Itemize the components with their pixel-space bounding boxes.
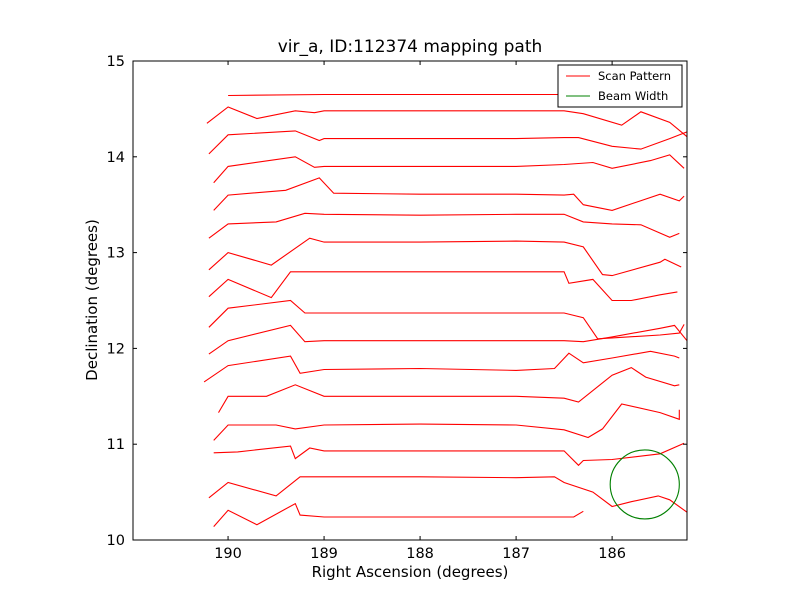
y-tick-label: 14 — [107, 150, 125, 166]
scan-path-segment — [213, 403, 680, 441]
legend-scan-pattern-label: Scan Pattern — [598, 69, 671, 83]
scan-path-segment — [218, 366, 680, 413]
scan-path-segment — [208, 324, 688, 355]
chart-title: vir_a, ID:112374 mapping path — [278, 37, 543, 57]
legend-beam-width-label: Beam Width — [598, 89, 668, 103]
scan-path-segment — [208, 130, 688, 155]
scan-path-segment — [228, 93, 565, 97]
y-axis: 10 11 12 13 14 15 — [107, 54, 687, 549]
y-tick-label: 10 — [107, 533, 125, 549]
scan-path-segment — [213, 177, 685, 211]
scan-path-segment — [208, 237, 682, 277]
series-layer — [203, 93, 688, 527]
x-axis: 190 189 188 187 186 — [214, 61, 626, 562]
x-tick-label: 189 — [310, 546, 338, 562]
y-tick-label: 11 — [107, 437, 125, 453]
y-tick-label: 13 — [107, 246, 125, 262]
scan-path-segment — [208, 476, 688, 513]
x-tick-label: 188 — [406, 546, 434, 562]
y-tick-label: 12 — [107, 341, 125, 357]
scan-path-segment — [208, 271, 678, 302]
x-tick-label: 190 — [214, 546, 242, 562]
beam-width-circle — [609, 449, 680, 520]
y-axis-label: Declination (degrees) — [83, 219, 101, 381]
scan-path-segment — [213, 154, 685, 184]
x-tick-label: 186 — [598, 546, 626, 562]
x-tick-label: 187 — [502, 546, 530, 562]
plot-frame — [132, 60, 688, 541]
legend: Scan Pattern Beam Width — [557, 64, 683, 108]
x-axis-label: Right Ascension (degrees) — [312, 563, 509, 581]
scan-path-segment — [208, 299, 685, 340]
scan-path-segment — [203, 350, 680, 383]
scan-path-segment — [213, 502, 584, 527]
y-tick-label: 15 — [107, 54, 125, 70]
scan-path-segment — [206, 106, 688, 138]
legend-box — [557, 64, 683, 108]
scan-path-segment — [208, 212, 680, 239]
scan-path-segment — [213, 442, 685, 467]
